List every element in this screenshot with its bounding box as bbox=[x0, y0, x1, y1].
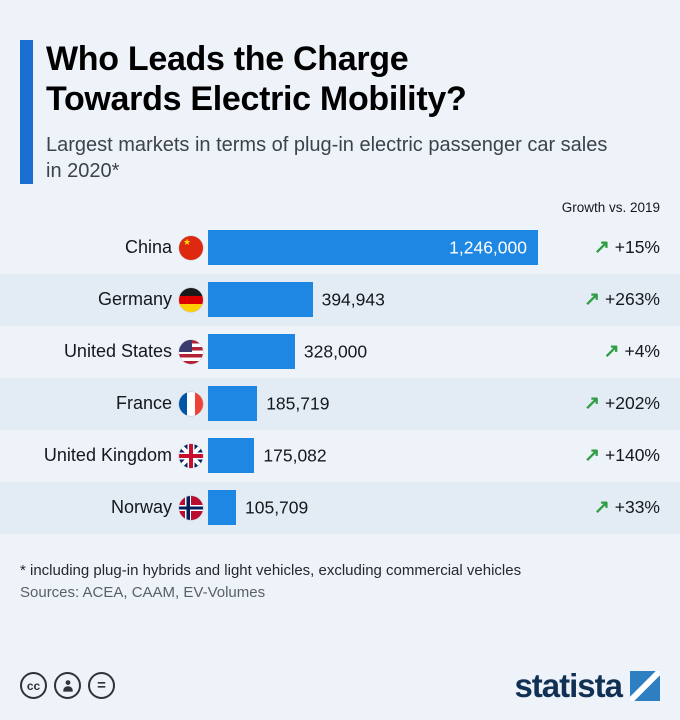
growth-cell: ↗ +4% bbox=[562, 341, 680, 362]
creative-commons-badges: cc = bbox=[20, 672, 115, 699]
country-label: Norway bbox=[110, 497, 172, 518]
country-label: United Kingdom bbox=[43, 445, 172, 466]
growth-up-arrow-icon: ↗ bbox=[603, 341, 620, 363]
value-bar-united-states: 328,000 bbox=[208, 334, 367, 370]
chart-row-united-kingdom: United Kingdom 175,082 ↗ +140% bbox=[0, 430, 680, 482]
growth-up-arrow-icon: ↗ bbox=[593, 497, 610, 519]
growth-up-arrow-icon: ↗ bbox=[584, 289, 601, 311]
chart-row-france: France 185,719 ↗ +202% bbox=[0, 377, 680, 430]
growth-column-header: Growth vs. 2019 bbox=[561, 199, 660, 215]
title-block: Who Leads the Charge Towards Electric Mo… bbox=[46, 40, 608, 184]
bar-area: 175,082 bbox=[208, 438, 562, 474]
bar-area: 1,246,000 bbox=[208, 230, 562, 266]
header: Who Leads the Charge Towards Electric Mo… bbox=[20, 40, 660, 184]
sources-text: Sources: ACEA, CAAM, EV-Volumes bbox=[20, 584, 266, 602]
value-bar-united-kingdom: 175,082 bbox=[208, 438, 327, 474]
bar-value-label: 394,943 bbox=[321, 289, 385, 310]
value-bar-norway: 105,709 bbox=[208, 490, 308, 526]
chart-row-united-states: United States 328,000 ↗ +4% bbox=[0, 326, 680, 378]
growth-cell: ↗ +202% bbox=[562, 393, 680, 414]
chart-subtitle: Largest markets in terms of plug-in elec… bbox=[46, 133, 608, 182]
chart-title: Who Leads the Charge Towards Electric Mo… bbox=[46, 40, 608, 120]
chart-row-china: China 1,246,000 ↗ +15% bbox=[0, 222, 680, 274]
france-flag-icon bbox=[179, 391, 203, 416]
uk-flag-icon bbox=[179, 443, 203, 468]
growth-value: +33% bbox=[614, 497, 660, 518]
chart-row-germany: Germany 394,943 ↗ +263% bbox=[0, 273, 680, 326]
growth-cell: ↗ +263% bbox=[562, 289, 680, 310]
title-accent-bar bbox=[20, 40, 33, 184]
attribution-person-icon[interactable] bbox=[54, 672, 81, 699]
bar-value-label: 175,082 bbox=[263, 445, 327, 466]
growth-value: +4% bbox=[624, 341, 660, 362]
statista-slash-icon bbox=[630, 670, 660, 701]
bar-value-label: 185,719 bbox=[266, 393, 330, 414]
bar-value-label: 328,000 bbox=[303, 341, 368, 362]
us-flag-icon bbox=[179, 339, 203, 364]
chart-rows: China 1,246,000 ↗ +15% Germany 394,943 ↗… bbox=[0, 222, 680, 534]
growth-value: +202% bbox=[605, 393, 660, 414]
norway-flag-icon bbox=[179, 495, 203, 520]
country-label: China bbox=[124, 237, 172, 258]
country-label: United States bbox=[63, 341, 172, 362]
footnote-text: * including plug-in hybrids and light ve… bbox=[20, 561, 522, 579]
country-label: France bbox=[115, 393, 172, 414]
no-derivatives-icon[interactable]: = bbox=[88, 672, 115, 699]
growth-cell: ↗ +140% bbox=[562, 445, 680, 466]
growth-cell: ↗ +33% bbox=[562, 497, 680, 518]
value-bar-france: 185,719 bbox=[208, 386, 329, 422]
country-label: Germany bbox=[97, 289, 172, 310]
value-bar-china: 1,246,000 bbox=[208, 230, 538, 266]
growth-value: +15% bbox=[614, 237, 660, 258]
growth-up-arrow-icon: ↗ bbox=[584, 393, 601, 415]
statista-logo[interactable]: statista bbox=[514, 669, 660, 702]
statista-wordmark: statista bbox=[514, 667, 623, 704]
value-bar-germany: 394,943 bbox=[208, 282, 385, 318]
chart-title-line2: Towards Electric Mobility? bbox=[46, 79, 467, 118]
germany-flag-icon bbox=[179, 287, 203, 312]
growth-cell: ↗ +15% bbox=[562, 237, 680, 258]
growth-value: +263% bbox=[605, 289, 660, 310]
bar-value-label: 105,709 bbox=[245, 497, 309, 518]
creative-commons-icon[interactable]: cc bbox=[20, 672, 47, 699]
bar-area: 394,943 bbox=[208, 282, 562, 318]
chart-row-norway: Norway 105,709 ↗ +33% bbox=[0, 481, 680, 534]
bar-area: 328,000 bbox=[208, 334, 562, 370]
growth-up-arrow-icon: ↗ bbox=[584, 445, 601, 467]
bottom-bar: cc = statista bbox=[0, 669, 680, 702]
growth-value: +140% bbox=[605, 445, 660, 466]
footnotes: * including plug-in hybrids and light ve… bbox=[20, 560, 660, 605]
bar-area: 105,709 bbox=[208, 490, 562, 526]
bar-value-label: 1,246,000 bbox=[449, 237, 527, 258]
chart-title-line1: Who Leads the Charge bbox=[46, 40, 409, 78]
growth-up-arrow-icon: ↗ bbox=[593, 237, 610, 259]
bar-area: 185,719 bbox=[208, 386, 562, 422]
china-flag-icon bbox=[179, 235, 203, 260]
